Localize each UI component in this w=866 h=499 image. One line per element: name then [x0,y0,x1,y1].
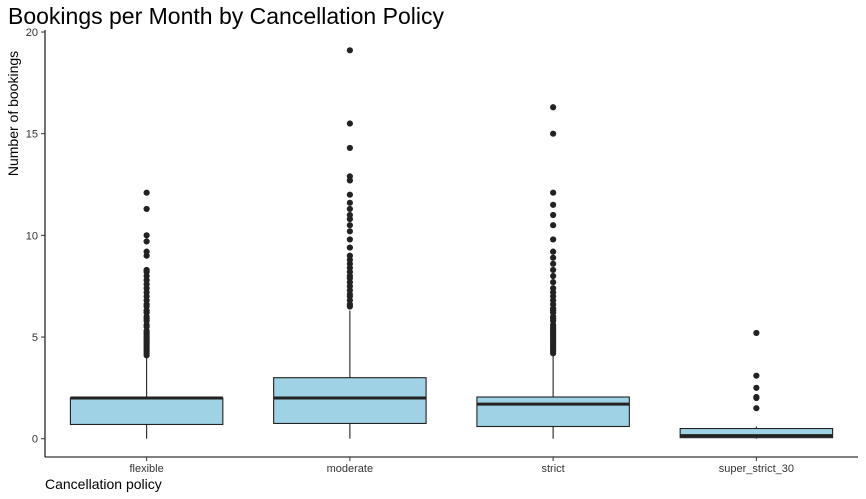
outlier-point [143,189,150,196]
x-tick-label: super_strict_30 [719,463,794,475]
outlier-point [550,104,557,111]
outlier-point [346,211,353,219]
outlier-point [346,144,353,152]
chart-title: Bookings per Month by Cancellation Polic… [8,3,444,29]
outlier-point [143,205,150,213]
outlier-point [550,130,557,137]
outlier-point [143,266,150,274]
outlier-point [346,222,353,229]
outlier-point [346,244,353,251]
outlier-point [550,189,557,196]
outlier-point [143,248,150,255]
outlier-point [346,236,353,243]
outlier-point [346,47,353,54]
outlier-point [550,254,557,261]
x-axis-title: Cancellation policy [45,476,162,492]
box-iqr [69,397,224,426]
box-super_strict_30 [679,329,834,439]
outlier-point [143,232,150,239]
y-tick-label: 0 [32,434,38,446]
y-axis-title: Number of bookings [5,51,21,176]
box-iqr [476,396,630,428]
outlier-point [550,236,557,243]
outlier-point [753,393,760,401]
outlier-point [143,238,150,245]
x-tick-label: moderate [327,463,373,475]
outlier-point [753,372,760,379]
y-tick-label: 20 [26,27,38,39]
x-tick-label: strict [542,463,565,475]
outlier-point [753,405,760,412]
box-flexible [69,189,224,439]
x-tick-label: flexible [130,463,164,475]
box-iqr [679,427,834,439]
outlier-point [346,173,353,180]
box-strict [476,104,630,439]
box-iqr [273,377,427,425]
outlier-point [346,205,353,213]
outlier-point [346,120,353,127]
box-moderate [273,47,427,439]
outlier-point [550,211,557,219]
outlier-point [550,272,557,280]
outlier-point [550,285,557,292]
outlier-point [346,252,353,259]
outlier-point [550,260,557,267]
outlier-point [550,279,557,286]
outlier-point [550,222,557,229]
outlier-point [753,329,760,337]
y-tick-label: 15 [26,129,38,141]
outlier-point [550,266,557,274]
outlier-point [346,199,353,206]
plot-area [69,47,834,439]
outlier-point [550,201,557,208]
y-tick-label: 5 [32,332,38,344]
outlier-point [753,384,760,391]
outlier-point [346,191,353,198]
outlier-point [550,248,557,255]
x-axis-ticks: flexible moderate strict super_strict_30 [130,457,794,475]
y-tick-label: 10 [26,230,38,242]
y-axis-ticks: 0 5 10 15 20 [26,27,45,446]
outlier-point [346,228,353,235]
